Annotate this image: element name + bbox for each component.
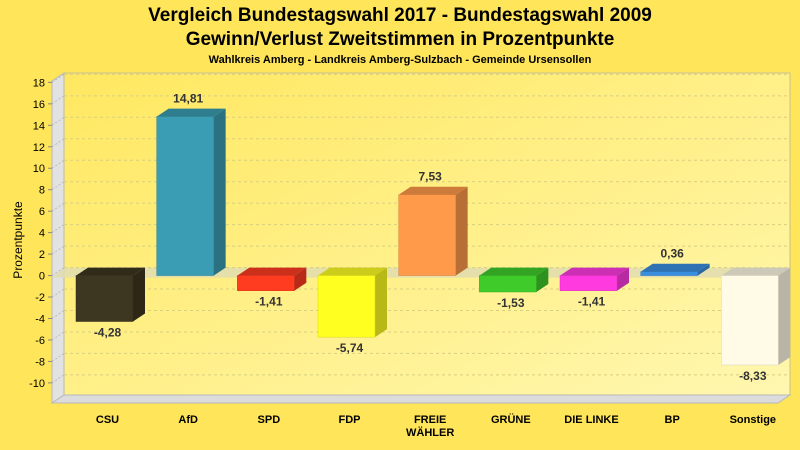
y-tick-label: 14 bbox=[33, 120, 45, 132]
bar-side bbox=[617, 267, 629, 291]
gridline-side bbox=[51, 331, 65, 341]
data-label: -1,41 bbox=[255, 295, 283, 309]
y-axis-label: Prozentpunkte bbox=[11, 201, 25, 279]
data-label: 0,36 bbox=[660, 247, 684, 261]
bar-front bbox=[559, 275, 618, 291]
bar-bp: 0,36 bbox=[640, 247, 710, 276]
data-label: 14,81 bbox=[173, 92, 203, 106]
data-label: -8,33 bbox=[739, 369, 767, 383]
x-tick-label: AfD bbox=[178, 414, 198, 426]
x-tick-label: SPD bbox=[258, 414, 281, 426]
floor bbox=[50, 394, 792, 404]
bar-front bbox=[398, 194, 456, 276]
bar-fdp: -5,74 bbox=[317, 267, 387, 355]
y-tick-label: 6 bbox=[39, 206, 45, 218]
gridline-side bbox=[51, 73, 65, 83]
data-label: 7,53 bbox=[418, 170, 442, 184]
bar-side bbox=[536, 267, 549, 292]
data-label: -1,53 bbox=[497, 296, 525, 310]
bar-side bbox=[778, 267, 791, 365]
y-tick-label: -6 bbox=[35, 335, 45, 347]
bar-front bbox=[75, 275, 134, 322]
bar-top bbox=[560, 267, 629, 276]
y-tick-label: 2 bbox=[39, 249, 45, 261]
bar-grüne: -1,53 bbox=[479, 267, 549, 310]
y-tick-label: 4 bbox=[39, 228, 45, 240]
data-label: -1,41 bbox=[578, 295, 606, 309]
bar-front bbox=[479, 275, 537, 293]
bar-afd: 14,81 bbox=[156, 92, 226, 276]
gridline-side bbox=[51, 224, 65, 234]
x-tick-label: DIE LINKE bbox=[564, 414, 618, 426]
bar-side bbox=[697, 263, 710, 276]
bar-top bbox=[237, 267, 307, 276]
bar-top bbox=[721, 267, 791, 276]
bar-top bbox=[640, 263, 710, 272]
bar-top bbox=[318, 267, 387, 276]
y-tick-label: 18 bbox=[33, 77, 45, 89]
x-tick-label: Sonstige bbox=[730, 414, 776, 426]
bar-side bbox=[375, 267, 387, 338]
x-tick-label: FDP bbox=[339, 414, 361, 426]
x-tick-label: FREIE bbox=[414, 414, 446, 426]
bar-top bbox=[479, 267, 549, 276]
y-tick-label: 16 bbox=[33, 99, 45, 111]
gridline-side bbox=[51, 95, 65, 105]
gridline-side bbox=[51, 116, 65, 126]
chart-location-subtitle: Wahlkreis Amberg - Landkreis Amberg-Sulz… bbox=[208, 54, 592, 66]
bar-front bbox=[640, 271, 698, 276]
gridline-side bbox=[51, 159, 65, 169]
gridline-side bbox=[51, 181, 65, 191]
bar-side bbox=[213, 108, 226, 276]
bar-side bbox=[294, 267, 307, 291]
bar-top bbox=[76, 267, 145, 276]
x-tick-label: CSU bbox=[96, 414, 119, 426]
bar-freie-wähler: 7,53 bbox=[398, 170, 468, 276]
y-tick-label: -8 bbox=[35, 356, 45, 368]
bars: -4,28 14,81 -1,41 -5,74 7,53 -1,53 -1,41 0,36 -8… bbox=[75, 92, 791, 383]
bar-csu: -4,28 bbox=[75, 267, 145, 340]
bar-side bbox=[133, 267, 145, 322]
gridline-side bbox=[51, 353, 65, 362]
gridline-side bbox=[51, 245, 65, 255]
data-label: -5,74 bbox=[336, 341, 364, 355]
data-label: -4,28 bbox=[94, 326, 122, 340]
bar-front bbox=[237, 275, 295, 291]
y-tick-label: 10 bbox=[33, 163, 45, 175]
gridline-side bbox=[51, 374, 65, 384]
gridline-side bbox=[51, 310, 65, 319]
gridline-side bbox=[51, 288, 65, 298]
y-tick-label: -2 bbox=[35, 292, 45, 304]
bar-side bbox=[455, 186, 468, 276]
bar-front bbox=[721, 275, 779, 366]
gridline-side bbox=[51, 138, 65, 148]
y-tick-label: 12 bbox=[33, 142, 45, 154]
bar-spd: -1,41 bbox=[237, 267, 307, 309]
gridline-side bbox=[51, 202, 65, 212]
chart-title: Vergleich Bundestagswahl 2017 - Bundesta… bbox=[148, 5, 652, 26]
bar-front bbox=[317, 275, 376, 338]
gridline-side bbox=[51, 267, 65, 276]
bar-front bbox=[156, 116, 214, 276]
x-tick-label: GRÜNE bbox=[491, 413, 531, 426]
y-axis: 18 16 14 12 10 8 6 4 2 0 -2 -4 -6 -8 -10 bbox=[29, 77, 52, 390]
y-tick-label: 8 bbox=[39, 185, 45, 197]
x-tick-label: BP bbox=[665, 414, 680, 426]
x-tick-label: WÄHLER bbox=[406, 426, 454, 439]
chart-subtitle: Gewinn/Verlust Zweitstimmen in Prozentpu… bbox=[185, 29, 615, 50]
bar-top bbox=[156, 108, 226, 117]
y-tick-label: -4 bbox=[35, 314, 45, 326]
bar-top bbox=[398, 186, 468, 195]
bar-sonstige: -8,33 bbox=[721, 267, 791, 383]
bar-die-linke: -1,41 bbox=[559, 267, 629, 309]
y-tick-label: 0 bbox=[39, 271, 45, 283]
side-wall bbox=[51, 72, 65, 404]
y-tick-label: -10 bbox=[29, 378, 45, 390]
